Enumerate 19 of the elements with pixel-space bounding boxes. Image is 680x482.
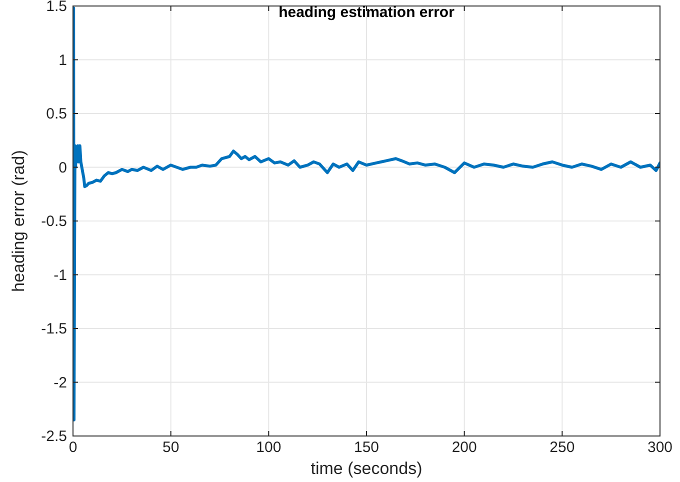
y-tick-label: -0.5 [41, 213, 67, 230]
x-tick-label: 250 [550, 439, 575, 456]
y-tick-label: -1 [54, 266, 67, 284]
y-tick-label: 0 [58, 159, 67, 176]
x-tick-label: 50 [162, 439, 180, 456]
x-tick-label: 200 [452, 439, 477, 456]
y-axis-title: heading error (rad) [9, 150, 28, 292]
y-tick-label: -1.5 [41, 320, 67, 338]
chart-title: heading estimation error [278, 4, 455, 21]
x-tick-label: 150 [354, 439, 380, 456]
y-tick-label: 1 [58, 52, 67, 69]
y-tick-label: -2 [54, 374, 67, 392]
x-tick-label: 100 [256, 439, 282, 456]
x-tick-label: 300 [647, 439, 673, 456]
y-tick-label: 0.5 [46, 106, 67, 122]
y-tick-label: 1.5 [46, 0, 67, 15]
y-tick-label: -2.5 [41, 428, 67, 445]
x-axis-title: time (seconds) [310, 459, 422, 478]
line-series [73, 6, 660, 422]
